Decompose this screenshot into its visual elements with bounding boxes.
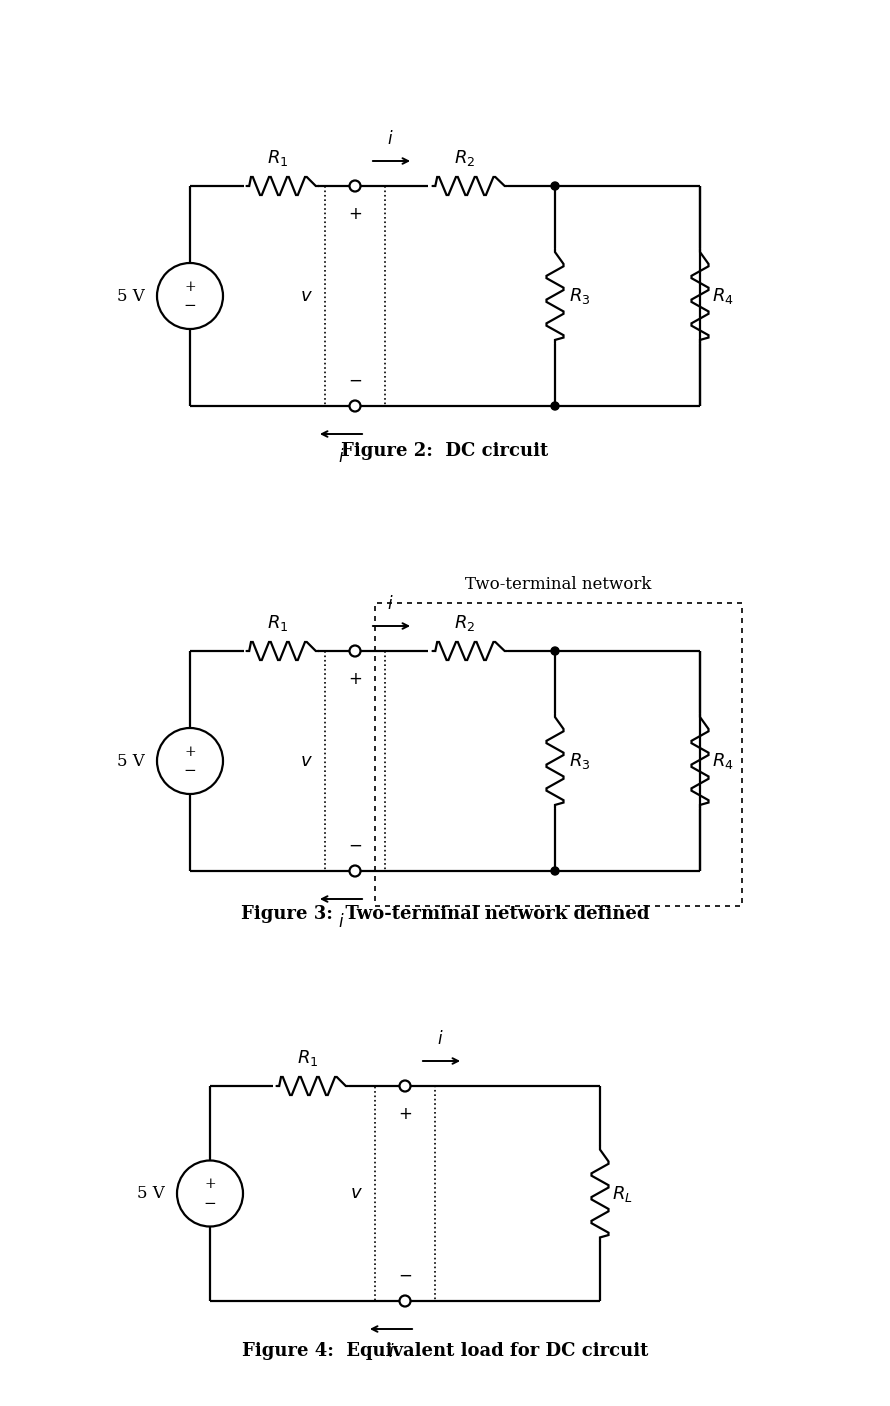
Text: −: − [348, 837, 362, 855]
Text: $i$: $i$ [437, 1031, 443, 1047]
Text: −: − [183, 299, 197, 314]
Circle shape [350, 866, 360, 876]
Text: 5 V: 5 V [117, 752, 145, 769]
Text: $v$: $v$ [300, 287, 313, 305]
Circle shape [400, 1295, 410, 1306]
Text: −: − [204, 1197, 216, 1211]
Circle shape [551, 868, 559, 875]
Bar [375, 1085, 435, 1301]
Text: −: − [183, 763, 197, 778]
Text: $R_1$: $R_1$ [267, 148, 288, 167]
Text: $i$: $i$ [388, 1343, 394, 1361]
Text: $v$: $v$ [300, 752, 313, 770]
Bar [325, 186, 385, 406]
Text: Figure 3:  Two-terminal network defined: Figure 3: Two-terminal network defined [241, 905, 649, 922]
Circle shape [551, 402, 559, 411]
Text: −: − [398, 1267, 412, 1285]
Text: $R_3$: $R_3$ [569, 751, 590, 770]
Text: +: + [348, 671, 362, 688]
Text: $i$: $i$ [337, 449, 344, 465]
Circle shape [400, 1080, 410, 1091]
Text: $i$: $i$ [387, 129, 393, 148]
Text: $R_2$: $R_2$ [455, 613, 475, 633]
Text: $R_1$: $R_1$ [296, 1047, 319, 1069]
Text: $R_L$: $R_L$ [612, 1184, 633, 1204]
Text: Figure 4:  Equivalent load for DC circuit: Figure 4: Equivalent load for DC circuit [242, 1341, 648, 1360]
Bar [375, 603, 742, 905]
Circle shape [350, 401, 360, 412]
Text: +: + [204, 1177, 215, 1191]
Circle shape [551, 647, 559, 655]
Text: 5 V: 5 V [137, 1185, 165, 1202]
Text: Two-terminal network: Two-terminal network [465, 576, 651, 593]
Circle shape [551, 181, 559, 190]
Text: 5 V: 5 V [117, 287, 145, 305]
Circle shape [350, 180, 360, 191]
Text: $R_4$: $R_4$ [712, 751, 733, 770]
Text: $v$: $v$ [350, 1184, 363, 1202]
Bar [325, 651, 385, 870]
Circle shape [350, 645, 360, 657]
Text: $R_2$: $R_2$ [455, 148, 475, 167]
Text: $R_3$: $R_3$ [569, 285, 590, 307]
Text: $i$: $i$ [337, 912, 344, 931]
Text: +: + [184, 280, 196, 294]
Text: $i$: $i$ [387, 595, 393, 613]
Text: $R_4$: $R_4$ [712, 285, 733, 307]
Text: +: + [398, 1105, 412, 1123]
Text: −: − [348, 373, 362, 389]
Text: +: + [348, 205, 362, 224]
Text: +: + [184, 745, 196, 759]
Text: $R_1$: $R_1$ [267, 613, 288, 633]
Text: Figure 2:  DC circuit: Figure 2: DC circuit [342, 441, 548, 460]
